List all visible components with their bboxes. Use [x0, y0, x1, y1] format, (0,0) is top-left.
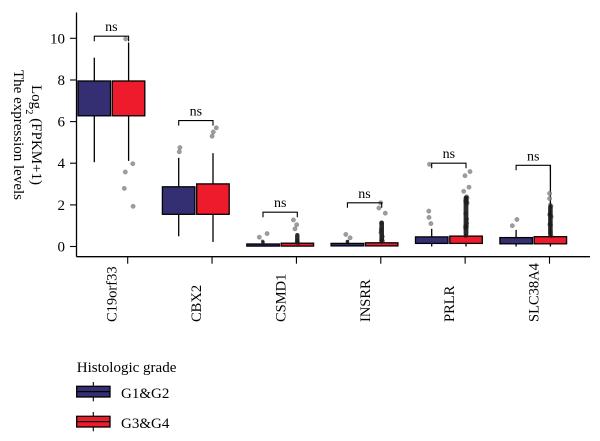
- svg-text:ns: ns: [443, 147, 455, 162]
- svg-text:Histologic grade: Histologic grade: [77, 360, 177, 376]
- svg-text:4: 4: [58, 156, 66, 172]
- svg-text:The expression levels: The expression levels: [10, 70, 26, 200]
- svg-text:6: 6: [58, 115, 66, 131]
- svg-text:ns: ns: [527, 149, 539, 164]
- svg-text:C19orf33: C19orf33: [105, 266, 121, 322]
- svg-text:8: 8: [58, 73, 66, 89]
- svg-text:G1&G2: G1&G2: [121, 386, 169, 402]
- svg-text:CSMD1: CSMD1: [273, 274, 289, 322]
- svg-text:ns: ns: [190, 105, 202, 120]
- svg-text:ns: ns: [105, 20, 117, 35]
- svg-text:SLC38A4: SLC38A4: [527, 262, 543, 322]
- svg-text:10: 10: [50, 31, 65, 47]
- svg-text:G3&G4: G3&G4: [121, 416, 170, 432]
- svg-text:0: 0: [58, 240, 66, 256]
- svg-text:2: 2: [58, 198, 66, 214]
- svg-text:CBX2: CBX2: [189, 285, 205, 322]
- svg-text:ns: ns: [274, 196, 286, 211]
- svg-text:INSRR: INSRR: [358, 279, 374, 322]
- svg-text:PRLR: PRLR: [442, 285, 458, 322]
- svg-text:ns: ns: [358, 187, 370, 202]
